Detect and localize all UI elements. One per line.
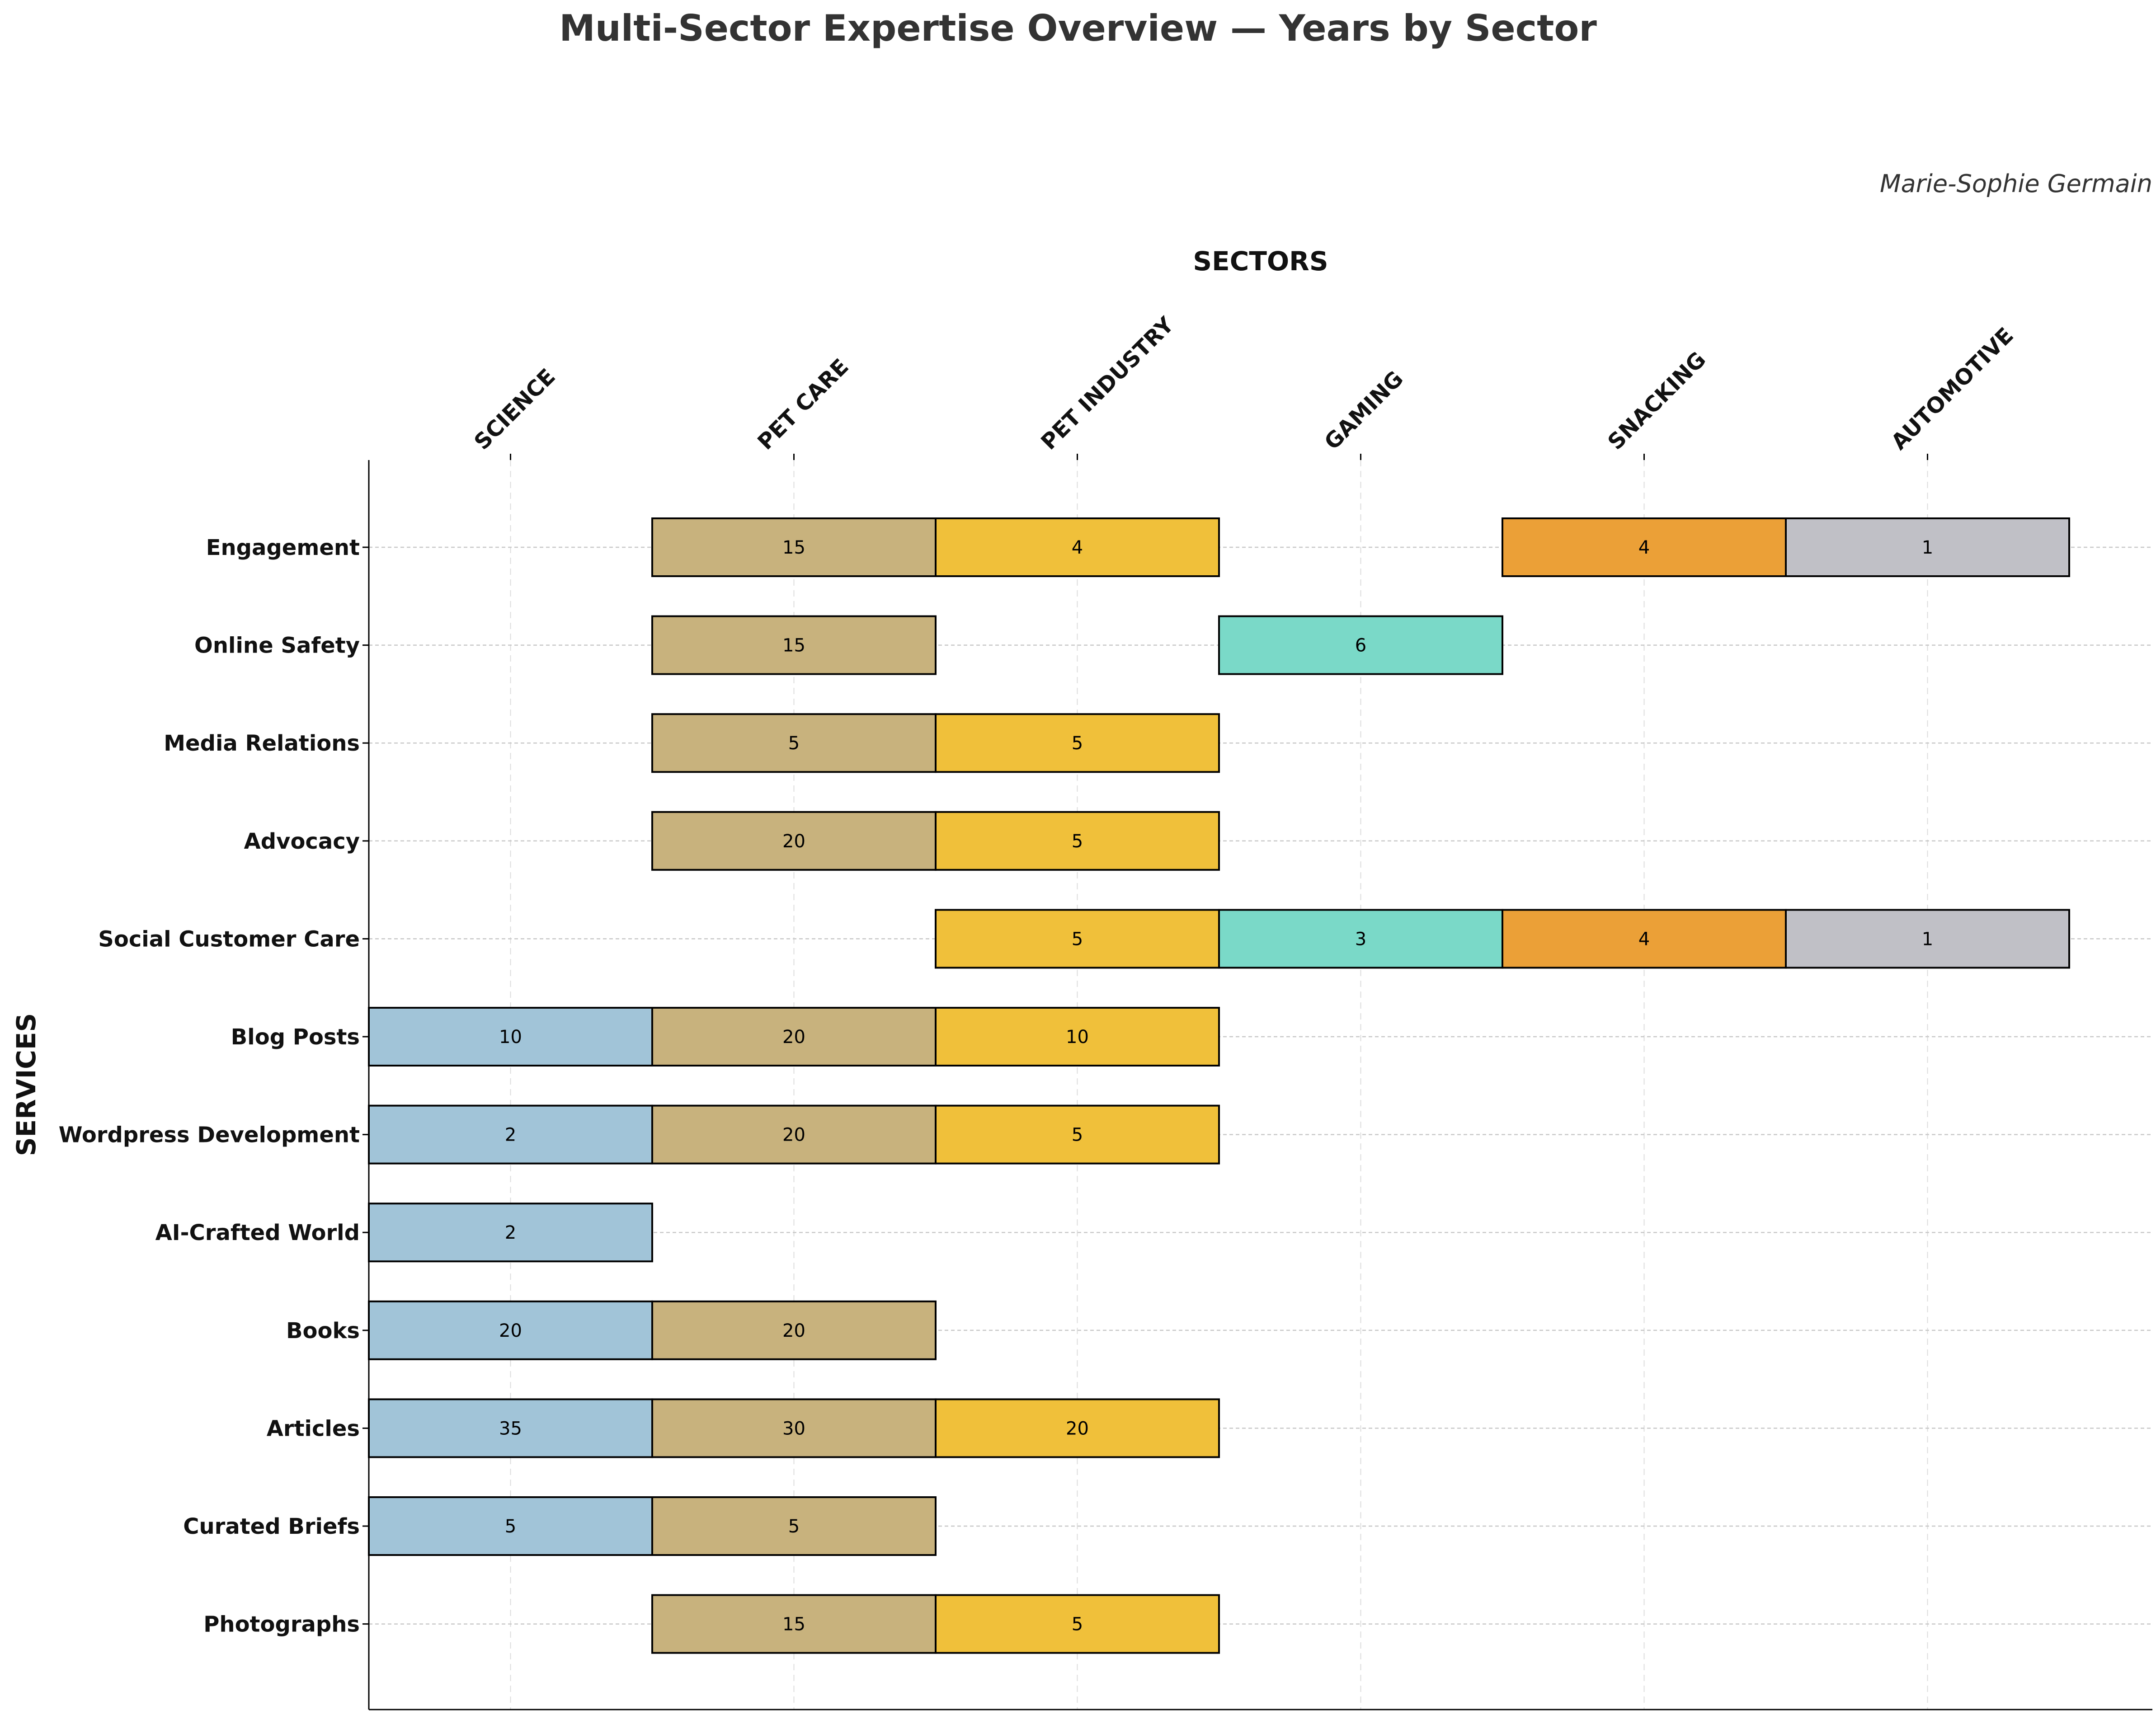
y-tick-label: Advocacy: [244, 829, 360, 854]
bar-value-label: 2: [505, 1125, 516, 1146]
x-tick-label: PET INDUSTRY: [1036, 312, 1179, 455]
y-tick-label: Curated Briefs: [183, 1514, 360, 1539]
bar-cell: [935, 1104, 1220, 1165]
bar-cell: [651, 1300, 937, 1360]
bar-cell: [935, 1398, 1220, 1458]
bar-value-label: 20: [782, 1125, 805, 1146]
bar-value-label: 20: [499, 1320, 522, 1341]
bar-value-label: 4: [1638, 537, 1650, 558]
y-tick-label: Social Customer Care: [98, 926, 360, 952]
bar-cell: [651, 811, 937, 871]
author-credit: Marie-Sophie Germain: [1880, 169, 2152, 198]
bar-value-label: 20: [782, 831, 805, 852]
bar-value-label: 1: [1922, 929, 1933, 949]
bar-value-label: 6: [1355, 635, 1366, 656]
bar-value-label: 15: [782, 537, 805, 558]
bar-value-label: 20: [1066, 1418, 1089, 1439]
bar-value-label: 5: [1072, 733, 1083, 754]
bar-value-label: 5: [1072, 831, 1083, 852]
bar-cell: [368, 1203, 653, 1263]
bars: 15 4 4 1 15 6 5 5 20 5 5 3 4 1 10 20 10 2 20 5 2 20 20 35 30 20 5 5…: [368, 517, 2070, 1654]
bar-cell: [935, 909, 1220, 969]
bar-cell: [651, 615, 937, 675]
y-ticks: Engagement Online Safety Media Relations Ad…: [59, 535, 369, 1637]
bar-value-label: 4: [1638, 929, 1650, 949]
bar-cell: [651, 1104, 937, 1165]
y-tick-label: Online Safety: [194, 633, 360, 658]
bar-cell: [1218, 909, 1503, 969]
bar-cell: [935, 1007, 1220, 1067]
y-tick-label: Media Relations: [164, 731, 360, 756]
bar-cell: [1218, 615, 1503, 675]
bar-value-label: 3: [1355, 929, 1366, 949]
bar-cell: [368, 1398, 653, 1458]
bar-cell: [935, 517, 1220, 577]
bar-value-label: 5: [788, 733, 800, 754]
y-tick-label: Blog Posts: [231, 1024, 360, 1050]
bar-value-label: 2: [505, 1222, 516, 1243]
bar-cell: [651, 517, 937, 577]
bar-cell: [1502, 517, 1787, 577]
bar-value-label: 1: [1922, 537, 1933, 558]
bar-value-label: 35: [499, 1418, 522, 1439]
x-tick-label: PET CARE: [753, 354, 853, 455]
y-axis-label: SERVICES: [11, 1013, 42, 1156]
bar-value-label: 10: [499, 1027, 522, 1048]
y-tick-label: Articles: [267, 1416, 360, 1441]
bar-value-label: 5: [1072, 929, 1083, 949]
x-tick-label: AUTOMOTIVE: [1886, 323, 2018, 455]
bar-value-label: 5: [1072, 1614, 1083, 1635]
x-tick-label: GAMING: [1319, 366, 1408, 455]
bar-value-label: 5: [505, 1516, 516, 1537]
bar-value-label: 20: [782, 1027, 805, 1048]
bar-cell: [651, 1594, 937, 1654]
bar-value-label: 20: [782, 1320, 805, 1341]
bar-cell: [1502, 909, 1787, 969]
bar-cell: [935, 1594, 1220, 1654]
bar-cell: [1785, 517, 2070, 577]
bar-cell: [651, 1496, 937, 1556]
bar-value-label: 10: [1066, 1027, 1089, 1048]
x-ticks: SCIENCE PET CARE PET INDUSTRY GAMING SNACKIN…: [469, 312, 2019, 460]
bar-cell: [368, 1496, 653, 1556]
chart-title: Multi-Sector Expertise Overview — Years …: [559, 7, 1597, 49]
x-tick-label: SCIENCE: [469, 364, 560, 455]
x-axis-label: SECTORS: [1193, 246, 1328, 277]
bar-cell: [368, 1104, 653, 1165]
bar-value-label: 30: [782, 1418, 805, 1439]
bar-cell: [651, 1398, 937, 1458]
y-tick-label: AI-Crafted World: [155, 1220, 360, 1245]
bar-cell: [935, 713, 1220, 773]
bar-value-label: 4: [1072, 537, 1083, 558]
bar-value-label: 5: [788, 1516, 800, 1537]
y-tick-label: Engagement: [206, 535, 360, 560]
bar-value-label: 15: [782, 1614, 805, 1635]
bar-cell: [1785, 909, 2070, 969]
x-tick-label: SNACKING: [1603, 347, 1711, 455]
bar-cell: [935, 811, 1220, 871]
y-tick-label: Wordpress Development: [59, 1123, 360, 1148]
y-tick-label: Books: [286, 1318, 360, 1344]
y-tick-label: Photographs: [203, 1612, 360, 1637]
bar-value-label: 15: [782, 635, 805, 656]
bar-value-label: 5: [1072, 1125, 1083, 1146]
